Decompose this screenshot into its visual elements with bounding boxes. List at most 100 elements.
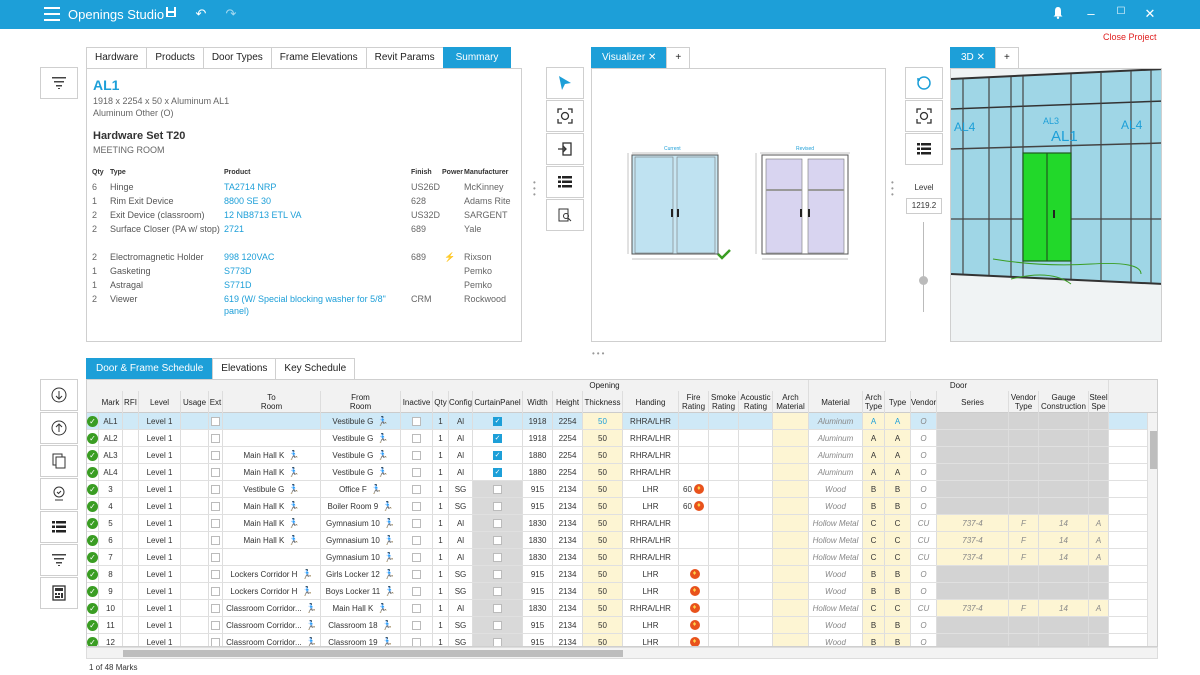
swing-direction-icon[interactable]: 🏃	[370, 483, 383, 494]
filter-icon[interactable]	[40, 67, 78, 99]
checkbox-ext[interactable]	[211, 552, 220, 562]
list-view-icon[interactable]	[40, 511, 78, 543]
column-header[interactable]: Mark	[99, 391, 123, 413]
tab-key-schedule[interactable]: Key Schedule	[275, 358, 356, 379]
zoom-document-icon[interactable]	[546, 199, 584, 231]
copy-icon[interactable]	[40, 445, 78, 477]
column-header[interactable]: Acoustic Rating	[739, 391, 773, 413]
column-header[interactable]: CurtainPanel	[473, 391, 523, 413]
checkbox-curtain-panel[interactable]	[493, 586, 502, 596]
orbit-icon[interactable]	[905, 67, 943, 99]
swing-direction-icon[interactable]: 🏃	[381, 636, 393, 647]
swing-direction-icon[interactable]: 🏃	[377, 449, 389, 460]
report-icon[interactable]	[40, 577, 78, 609]
checkbox-ext[interactable]	[211, 484, 220, 494]
checkbox-inactive[interactable]	[412, 552, 421, 562]
swing-direction-icon[interactable]: 🏃	[288, 466, 300, 477]
column-header[interactable]: To Room	[223, 391, 321, 413]
swing-direction-icon[interactable]: 🏃	[383, 551, 395, 562]
level-slider-track[interactable]	[923, 222, 924, 312]
notification-bell-icon[interactable]	[1050, 6, 1066, 22]
checkbox-ext[interactable]	[211, 586, 220, 596]
table-row[interactable]: ✓ 6 Level 1 Main Hall K 🏃 Gymnasium 10 🏃 1 Al 183…	[87, 532, 1157, 549]
menu-icon[interactable]	[44, 7, 60, 21]
column-header[interactable]: RFI	[123, 391, 139, 413]
checkbox-curtain-panel[interactable]	[493, 569, 502, 579]
column-header[interactable]: Vendor	[911, 391, 937, 413]
column-header[interactable]: Ext	[209, 391, 223, 413]
tab-door-types[interactable]: Door Types	[202, 47, 272, 68]
column-header[interactable]: Inactive	[401, 391, 433, 413]
upload-icon[interactable]	[40, 412, 78, 444]
column-header[interactable]: Steel Spe	[1089, 391, 1109, 413]
checkbox-curtain-panel[interactable]: ✓	[493, 450, 502, 460]
checkbox-curtain-panel[interactable]	[493, 535, 502, 545]
column-header[interactable]: Fire Rating	[679, 391, 709, 413]
column-header[interactable]: Level	[139, 391, 181, 413]
tab-visualizer[interactable]: Visualizer ✕	[591, 47, 668, 68]
checkbox-ext[interactable]	[211, 467, 220, 477]
hardware-product-link[interactable]: 619 (W/ Special blocking washer for 5/8"…	[224, 294, 386, 316]
swing-direction-icon[interactable]: 🏃	[288, 500, 300, 511]
tab-door-frame-schedule[interactable]: Door & Frame Schedule	[86, 358, 214, 379]
table-row[interactable]: ✓ AL4 Level 1 Main Hall K 🏃 Vestibule G 🏃 1 Al ✓ 1…	[87, 464, 1157, 481]
column-header[interactable]: Gauge Construction	[1039, 391, 1089, 413]
horizontal-scrollbar[interactable]	[86, 647, 1158, 659]
checkbox-curtain-panel[interactable]	[493, 501, 502, 511]
import-icon[interactable]	[546, 133, 584, 165]
swing-direction-icon[interactable]: 🏃	[384, 585, 396, 596]
checkbox-curtain-panel[interactable]: ✓	[493, 416, 502, 426]
close-icon[interactable]: ✕	[1144, 6, 1156, 21]
add-tab-button[interactable]: +	[666, 47, 691, 68]
table-row[interactable]: ✓ 9 Level 1 Lockers Corridor H 🏃 Boys Locker …	[87, 583, 1157, 600]
column-header[interactable]: Usage	[181, 391, 209, 413]
table-row[interactable]: ✓ AL1 Level 1 Vestibule G 🏃 1 Al ✓ 1918 2254 50 RHR…	[87, 413, 1157, 430]
undo-icon[interactable]: ↶	[195, 6, 207, 21]
tab-revit-params[interactable]: Revit Params	[365, 47, 444, 68]
checkbox-curtain-panel[interactable]	[493, 603, 502, 613]
hardware-product-link[interactable]: TA2714 NRP	[224, 182, 277, 192]
tab-frame-elevations[interactable]: Frame Elevations	[270, 47, 367, 68]
tab-3d[interactable]: 3D ✕	[950, 47, 996, 68]
checkbox-inactive[interactable]	[412, 467, 421, 477]
tab-elevations[interactable]: Elevations	[212, 358, 277, 379]
hardware-product-link[interactable]: 8800 SE 30	[224, 196, 272, 206]
swing-direction-icon[interactable]: 🏃	[305, 619, 317, 630]
checkbox-ext[interactable]	[211, 569, 220, 579]
close-tab-icon[interactable]: ✕	[976, 52, 985, 63]
column-header[interactable]: Material	[809, 391, 863, 413]
checkbox-curtain-panel[interactable]: ✓	[493, 433, 502, 443]
hardware-product-link[interactable]: 12 NB8713 ETL VA	[224, 210, 302, 220]
resize-handle-icon[interactable]: • • •	[891, 178, 894, 199]
redo-icon[interactable]: ↷	[225, 6, 237, 21]
list-icon[interactable]	[546, 166, 584, 198]
column-header[interactable]: Width	[523, 391, 553, 413]
table-row[interactable]: ✓ 7 Level 1 Gymnasium 10 🏃 1 Al 1830 2134 50 RHRA/…	[87, 549, 1157, 566]
column-header[interactable]: Smoke Rating	[709, 391, 739, 413]
tab-products[interactable]: Products	[146, 47, 204, 68]
checkbox-curtain-panel[interactable]	[493, 484, 502, 494]
table-row[interactable]: ✓ 3 Level 1 Vestibule G 🏃 Office F 🏃 1 SG 915 2134…	[87, 481, 1157, 498]
column-header[interactable]: Arch Type	[863, 391, 885, 413]
column-header[interactable]: Qty	[433, 391, 449, 413]
swing-direction-icon[interactable]: 🏃	[305, 602, 317, 613]
close-tab-icon[interactable]: ✕	[647, 52, 657, 63]
swing-direction-icon[interactable]: 🏃	[301, 585, 313, 596]
hardware-product-link[interactable]: S771D	[224, 280, 252, 290]
swing-direction-icon[interactable]: 🏃	[381, 619, 393, 630]
swing-direction-icon[interactable]: 🏃	[305, 636, 317, 647]
maximize-icon[interactable]: ☐	[1116, 6, 1126, 17]
checkbox-ext[interactable]	[211, 603, 220, 613]
list-3d-icon[interactable]	[905, 133, 943, 165]
vertical-scrollbar[interactable]	[1147, 413, 1157, 646]
download-icon[interactable]	[40, 379, 78, 411]
checkbox-ext[interactable]	[211, 416, 220, 426]
swing-direction-icon[interactable]: 🏃	[288, 517, 300, 528]
checkbox-inactive[interactable]	[412, 501, 421, 511]
column-header[interactable]: Type	[885, 391, 911, 413]
checkbox-curtain-panel[interactable]	[493, 552, 502, 562]
select-cursor-icon[interactable]	[546, 67, 584, 99]
swing-direction-icon[interactable]: 🏃	[377, 415, 389, 426]
checkbox-inactive[interactable]	[412, 484, 421, 494]
checkbox-inactive[interactable]	[412, 603, 421, 613]
